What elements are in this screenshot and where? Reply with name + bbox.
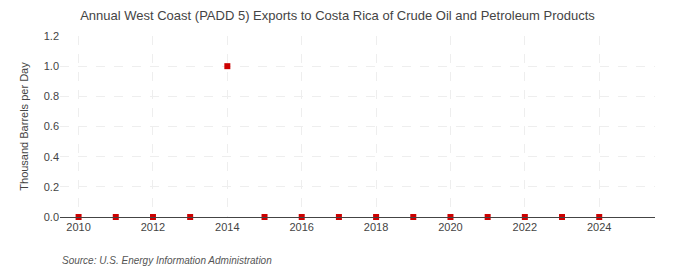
svg-text:2012: 2012: [141, 221, 165, 233]
svg-text:Source: U.S. Energy Informatio: Source: U.S. Energy Information Administ…: [62, 255, 272, 266]
svg-text:Thousand Barrels per Day: Thousand Barrels per Day: [18, 62, 30, 191]
svg-text:2024: 2024: [587, 221, 611, 233]
svg-text:2014: 2014: [215, 221, 239, 233]
svg-text:Annual West Coast (PADD 5) Exp: Annual West Coast (PADD 5) Exports to Co…: [80, 8, 595, 23]
svg-text:1.0: 1.0: [44, 60, 59, 72]
svg-text:0.8: 0.8: [44, 90, 59, 102]
svg-text:1.2: 1.2: [44, 30, 59, 42]
svg-text:0.6: 0.6: [44, 120, 59, 132]
svg-text:2022: 2022: [513, 221, 537, 233]
svg-text:2016: 2016: [289, 221, 313, 233]
svg-text:0.0: 0.0: [44, 211, 59, 223]
svg-text:0.2: 0.2: [44, 181, 59, 193]
svg-text:2018: 2018: [364, 221, 388, 233]
svg-text:0.4: 0.4: [44, 151, 59, 163]
svg-text:2010: 2010: [66, 221, 90, 233]
svg-text:2020: 2020: [438, 221, 462, 233]
